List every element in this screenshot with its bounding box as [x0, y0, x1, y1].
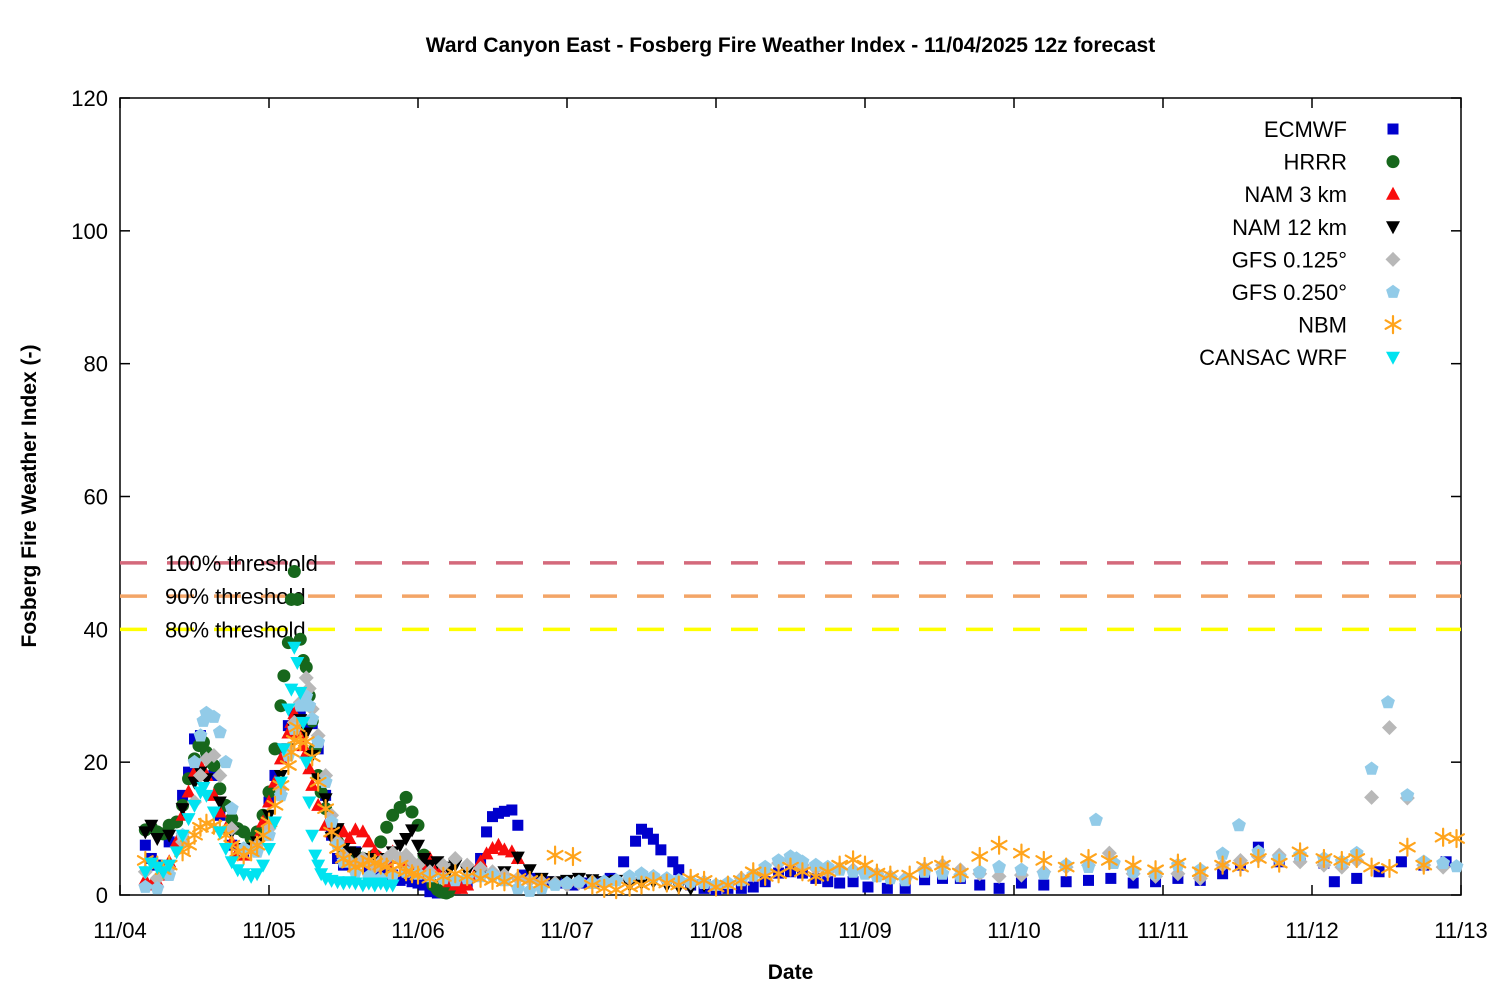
legend-label-gfs-0-125: GFS 0.125° [1232, 247, 1347, 272]
y-tick-label: 20 [84, 750, 108, 775]
legend: ECMWF HRRR NAM 3 km NAM 12 km GFS 0.125° GFS … [1199, 117, 1402, 370]
legend-item-gfs-0-125: GFS 0.125° [1232, 247, 1401, 272]
x-tick-label: 11/12 [1285, 918, 1338, 943]
x-tick-label: 11/09 [838, 918, 891, 943]
legend-marker-ecmwf-icon [1387, 123, 1399, 135]
legend-marker-cansac-wrf-icon [1386, 351, 1400, 365]
legend-marker-gfs-0-250-icon [1386, 284, 1400, 298]
y-tick-label: 120 [71, 86, 108, 111]
legend-item-hrrr: HRRR [1283, 150, 1400, 175]
legend-item-cansac-wrf: CANSAC WRF [1199, 345, 1400, 370]
legend-marker-nam-12-km-icon [1386, 221, 1400, 235]
legend-item-nam-3-km: NAM 3 km [1244, 182, 1400, 207]
legend-item-gfs-0-250: GFS 0.250° [1232, 280, 1400, 305]
y-tick-label: 60 [84, 485, 108, 510]
x-tick-label: 11/07 [540, 918, 593, 943]
legend-label-hrrr: HRRR [1283, 150, 1347, 175]
legend-label-nbm: NBM [1298, 313, 1347, 338]
legend-label-gfs-0-250: GFS 0.250° [1232, 280, 1347, 305]
x-axis-label: Date [767, 961, 814, 984]
legend-marker-gfs-0-125-icon [1385, 251, 1401, 267]
x-tick-label: 11/04 [93, 918, 146, 943]
legend-label-nam-3-km: NAM 3 km [1244, 182, 1347, 207]
x-tick-label: 11/05 [242, 918, 295, 943]
axes: 11/04 11/05 11/06 11/07 11/08 11/09 11/10 11/11… [71, 86, 1487, 943]
legend-marker-nam-3-km-icon [1386, 186, 1400, 200]
legend-label-cansac-wrf: CANSAC WRF [1199, 345, 1347, 370]
series-cansac-wrf [138, 641, 400, 893]
legend-label-nam-12-km: NAM 12 km [1232, 215, 1347, 240]
legend-item-ecmwf: ECMWF [1264, 117, 1399, 142]
y-tick-label: 80 [84, 352, 108, 377]
legend-marker-nbm-icon [1384, 315, 1402, 335]
legend-item-nam-12-km: NAM 12 km [1232, 215, 1400, 240]
x-tick-label: 11/11 [1137, 918, 1189, 943]
x-tick-label: 11/10 [987, 918, 1040, 943]
threshold-label-80-threshold: 80% threshold [165, 617, 306, 642]
threshold-label-90-threshold: 90% threshold [165, 584, 306, 609]
series-nbm [136, 717, 1465, 900]
chart-title: Ward Canyon East - Fosberg Fire Weather … [425, 34, 1156, 57]
series-gfs-0-250 [138, 689, 1464, 897]
x-tick-label: 11/06 [391, 918, 444, 943]
y-tick-label: 100 [71, 219, 108, 244]
legend-marker-hrrr-icon [1386, 155, 1400, 169]
legend-label-ecmwf: ECMWF [1264, 117, 1347, 142]
legend-item-nbm: NBM [1298, 313, 1402, 338]
x-tick-label: 11/08 [689, 918, 742, 943]
y-tick-label: 0 [96, 883, 108, 908]
y-tick-label: 40 [84, 617, 108, 642]
x-tick-label: 11/13 [1434, 918, 1487, 943]
